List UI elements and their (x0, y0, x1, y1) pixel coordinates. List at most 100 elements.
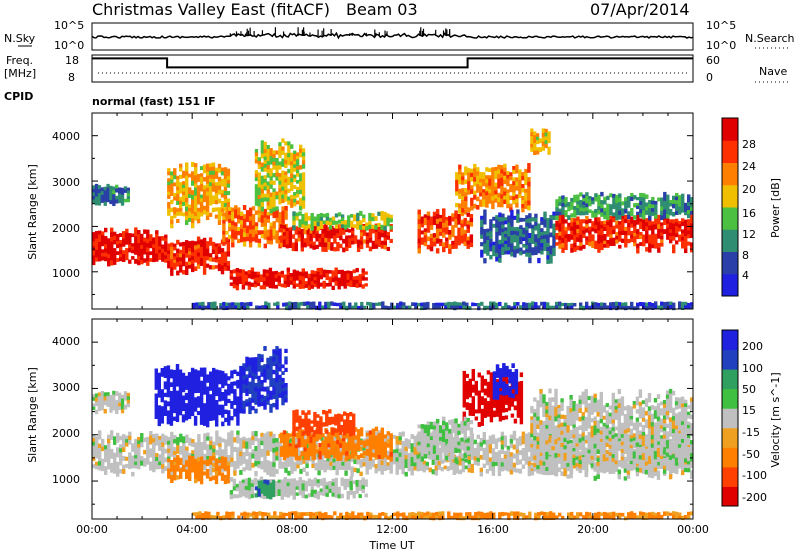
heatmap-cell (351, 234, 355, 238)
heatmap-cell (609, 219, 613, 224)
heatmap-cell (218, 440, 222, 444)
heatmap-cell (182, 456, 186, 461)
heatmap-cell (519, 228, 523, 233)
heatmap-cell (313, 274, 317, 278)
heatmap-cell (591, 224, 595, 229)
heatmap-cell (239, 369, 243, 375)
heatmap-cell (618, 210, 622, 216)
heatmap-cell (263, 346, 267, 351)
heatmap-cell (208, 186, 213, 191)
heatmap-cell (609, 227, 613, 232)
heatmap-cell (468, 306, 472, 310)
heatmap-cell (669, 219, 673, 224)
heatmap-cell (236, 421, 240, 426)
heatmap-cell (336, 302, 340, 307)
heatmap-cell (690, 200, 694, 205)
heatmap-cell (445, 244, 449, 249)
heatmap-cell (266, 450, 270, 456)
heatmap-cell (522, 234, 526, 238)
heatmap-cell (567, 206, 571, 212)
heatmap-cell (113, 469, 117, 474)
heatmap-cell (188, 437, 192, 442)
heatmap-cell (188, 173, 192, 178)
heatmap-cell (316, 214, 320, 219)
heatmap-cell (209, 416, 213, 421)
heatmap-cell (215, 404, 219, 410)
heatmap-cell (306, 238, 310, 243)
heatmap-cell (277, 282, 281, 287)
heatmap-cell (500, 173, 504, 179)
heatmap-cell (524, 433, 529, 438)
heatmap-cell (275, 455, 279, 461)
heatmap-cell (413, 451, 417, 456)
heatmap-cell (241, 273, 246, 278)
heatmap-cell (194, 199, 198, 205)
heatmap-cell (247, 270, 252, 275)
heatmap-cell (633, 229, 637, 234)
heatmap-cell (248, 405, 252, 411)
heatmap-cell (460, 239, 464, 244)
freq-tick-bottom: 8 (68, 71, 75, 84)
heatmap-cell (579, 192, 583, 197)
heatmap-cell (260, 184, 264, 190)
heatmap-cell (248, 466, 252, 471)
heatmap-cell (281, 182, 285, 187)
heatmap-cell (501, 247, 505, 252)
heatmap-cell (238, 272, 243, 277)
heatmap-cell (480, 230, 484, 236)
heatmap-cell (395, 470, 399, 475)
heatmap-cell (288, 240, 293, 245)
heatmap-cell (285, 244, 290, 249)
heatmap-cell (642, 214, 646, 220)
heatmap-cell (413, 439, 417, 444)
heatmap-cell (563, 440, 568, 446)
heatmap-cell (176, 441, 180, 446)
heatmap-cell (359, 210, 363, 216)
heatmap-cell (275, 172, 279, 177)
heatmap-cell (254, 170, 259, 174)
heatmap-cell (633, 239, 637, 244)
heatmap-cell (467, 185, 471, 191)
heatmap-cell (116, 240, 120, 245)
heatmap-cell (278, 165, 282, 170)
heatmap-cell (213, 301, 217, 307)
heatmap-cell (561, 203, 565, 208)
heatmap-cell (254, 436, 258, 442)
heatmap-cell (205, 191, 210, 197)
heatmap-cell (109, 398, 113, 403)
heatmap-cell (107, 464, 111, 470)
heatmap-cell (169, 403, 174, 409)
heatmap-cell (570, 213, 574, 218)
heatmap-cell (274, 274, 278, 279)
heatmap-cell (540, 246, 544, 251)
heatmap-cell (187, 401, 192, 407)
heatmap-cell (209, 409, 213, 414)
heatmap-cell (170, 431, 174, 438)
heatmap-cell (160, 393, 164, 399)
heatmap-cell (645, 234, 649, 240)
heatmap-cell (301, 152, 306, 157)
heatmap-cell (137, 251, 141, 257)
heatmap-cell (531, 251, 535, 256)
heatmap-cell (485, 199, 489, 204)
heatmap-cell (269, 204, 273, 210)
heatmap-cell (230, 385, 234, 390)
heatmap-cell (541, 128, 545, 134)
heatmap-cell (666, 194, 670, 199)
heatmap-cell (170, 179, 174, 184)
heatmap-cell (303, 238, 307, 243)
heatmap-cell (257, 358, 261, 363)
heatmap-cell (182, 170, 186, 175)
heatmap-cell (231, 216, 235, 222)
heatmap-cell (254, 382, 258, 388)
heatmap-cell (591, 244, 595, 248)
heatmap-cell (131, 249, 135, 254)
heatmap-cell (196, 252, 201, 257)
heatmap-cell (359, 471, 363, 477)
heatmap-cell (521, 172, 525, 177)
heatmap-cell (494, 452, 499, 456)
heatmap-cell (227, 432, 231, 438)
heatmap-cell (365, 454, 369, 460)
heatmap-cell (320, 466, 324, 471)
heatmap-cell (654, 207, 658, 212)
